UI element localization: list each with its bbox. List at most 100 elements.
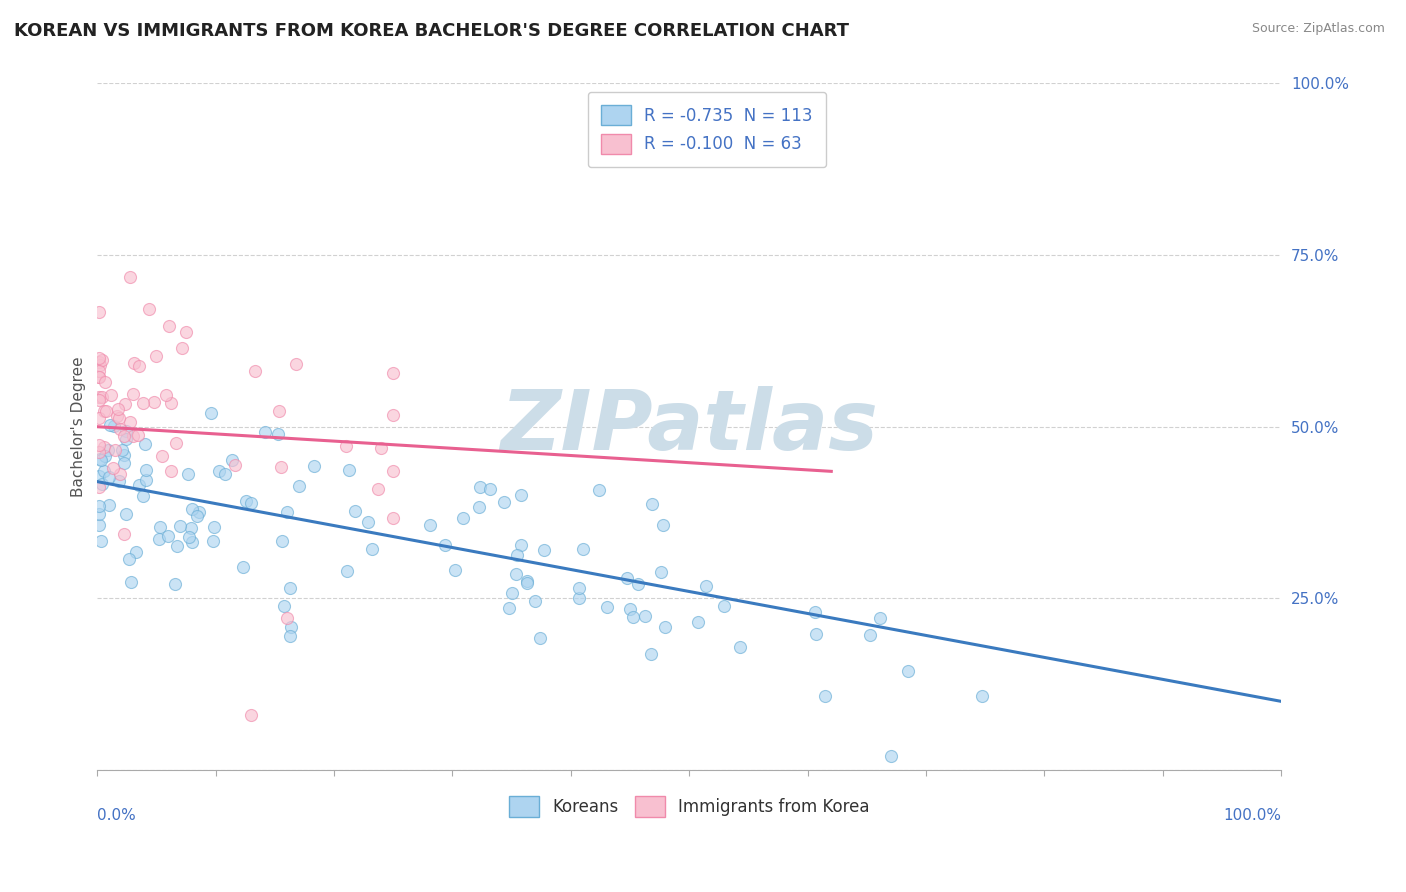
Point — [157, 319, 180, 334]
Point — [278, 582, 301, 596]
Text: ZIPatlas: ZIPatlas — [501, 386, 879, 467]
Point — [87, 445, 110, 459]
Point — [188, 505, 211, 519]
Point — [498, 601, 520, 615]
Point — [150, 449, 173, 463]
Point — [87, 499, 110, 513]
Point — [433, 538, 456, 552]
Point — [529, 631, 551, 645]
Point — [468, 480, 491, 494]
Point — [114, 507, 136, 521]
Point — [103, 442, 125, 457]
Point — [200, 406, 222, 420]
Point — [93, 404, 115, 418]
Point — [419, 518, 441, 533]
Point — [619, 602, 641, 616]
Point — [273, 599, 295, 613]
Point — [208, 464, 231, 478]
Point — [165, 576, 187, 591]
Point — [101, 461, 124, 475]
Point — [121, 428, 143, 442]
Point — [90, 352, 112, 367]
Point — [138, 301, 160, 316]
Point — [361, 542, 384, 557]
Point — [93, 464, 115, 478]
Point — [337, 463, 360, 477]
Point — [804, 627, 827, 641]
Point — [87, 369, 110, 384]
Point — [302, 458, 325, 473]
Point — [202, 520, 225, 534]
Point — [245, 364, 267, 378]
Point — [357, 515, 380, 529]
Point — [880, 749, 903, 764]
Point — [382, 464, 405, 478]
Point — [506, 548, 529, 562]
Point — [160, 464, 183, 478]
Point — [87, 480, 110, 494]
Point — [93, 375, 115, 389]
Point — [221, 452, 243, 467]
Point — [87, 305, 110, 319]
Point — [105, 409, 128, 423]
Point — [186, 509, 208, 524]
Point — [100, 388, 122, 402]
Point — [505, 566, 527, 581]
Point — [180, 535, 202, 549]
Point — [90, 452, 112, 467]
Point — [112, 456, 135, 470]
Point — [214, 467, 236, 481]
Point — [122, 356, 145, 370]
Point — [335, 439, 357, 453]
Point — [114, 433, 136, 447]
Point — [120, 415, 142, 429]
Point — [713, 599, 735, 613]
Point — [87, 411, 110, 425]
Point — [180, 521, 202, 535]
Point — [91, 390, 114, 404]
Point — [96, 404, 118, 418]
Point — [336, 564, 359, 578]
Point — [112, 448, 135, 462]
Point — [89, 451, 111, 466]
Point — [165, 436, 187, 450]
Point — [287, 479, 309, 493]
Point — [120, 575, 142, 590]
Point — [253, 425, 276, 439]
Point — [169, 519, 191, 533]
Point — [382, 366, 405, 380]
Point — [87, 364, 110, 378]
Point — [859, 628, 882, 642]
Point — [468, 500, 491, 514]
Point — [344, 503, 367, 517]
Point — [176, 325, 198, 339]
Point — [115, 425, 138, 439]
Point — [803, 605, 825, 619]
Point — [181, 501, 204, 516]
Point — [112, 429, 135, 443]
Point — [568, 581, 591, 595]
Point — [686, 615, 709, 629]
Point — [166, 539, 188, 553]
Point — [135, 463, 157, 477]
Point — [128, 359, 150, 374]
Point — [652, 518, 675, 533]
Point — [172, 341, 194, 355]
Point — [492, 494, 515, 508]
Text: Source: ZipAtlas.com: Source: ZipAtlas.com — [1251, 22, 1385, 36]
Point — [501, 586, 523, 600]
Point — [156, 529, 179, 543]
Point — [127, 428, 149, 442]
Point — [103, 418, 125, 433]
Point — [90, 533, 112, 548]
Point — [382, 408, 405, 422]
Point — [588, 483, 610, 497]
Point — [568, 591, 591, 606]
Point — [509, 538, 531, 552]
Point — [87, 351, 110, 366]
Point — [87, 392, 110, 407]
Point — [224, 458, 246, 472]
Point — [240, 496, 263, 510]
Point — [155, 387, 177, 401]
Point — [869, 611, 891, 625]
